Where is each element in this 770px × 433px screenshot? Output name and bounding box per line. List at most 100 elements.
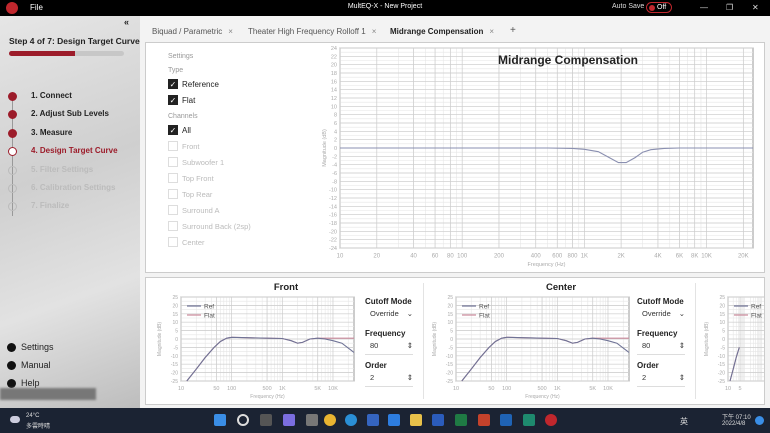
y-tick-label: 10	[719, 320, 725, 326]
autosave-toggle[interactable]: Off	[646, 2, 672, 13]
y-tick-label: 24	[331, 46, 337, 52]
tab-midrange-compensation[interactable]: Midrange Compensation ×	[390, 27, 495, 36]
sidebar-link-manual[interactable]: Manual	[7, 356, 54, 374]
checkbox-front[interactable]: Front	[168, 138, 251, 154]
y-tick-label: 2	[334, 138, 337, 144]
checkbox-box[interactable]	[168, 205, 178, 215]
close-tab-icon[interactable]: ×	[489, 27, 495, 36]
y-tick-label: 10	[331, 104, 337, 110]
word-icon[interactable]	[432, 414, 444, 426]
checkbox-box[interactable]: ✓	[168, 95, 178, 105]
step-4[interactable]: 4. Design Target Curve	[0, 145, 118, 163]
checkbox-label: Surround Back (2sp)	[182, 221, 251, 231]
checkbox-surround-back-2sp-[interactable]: Surround Back (2sp)	[168, 218, 251, 234]
ime-indicator[interactable]: 英	[680, 417, 688, 426]
front-controls: Cutoff Mode Override ⌄ Frequency 80 ⇕ Orde…	[365, 297, 413, 393]
add-tab-button[interactable]: +	[510, 25, 516, 36]
checkbox-label: Top Rear	[182, 189, 213, 199]
x-tick-label: 600	[552, 254, 563, 260]
step-6[interactable]: 6. Calibration Settings	[0, 182, 118, 200]
help-icon	[7, 378, 16, 388]
clock-time[interactable]: 下午 07:10	[722, 415, 751, 421]
y-tick-label: -4	[332, 163, 337, 169]
y-tick-label: -10	[329, 188, 337, 194]
step-progress-bar	[9, 51, 124, 56]
y-axis-label: Magnitude (dB)	[157, 322, 163, 357]
frequency-stepper[interactable]: 80 ⇕	[365, 341, 413, 355]
y-tick-label: 0	[334, 146, 337, 152]
x-tick-label: 10	[453, 386, 459, 392]
step-label: 2. Adjust Sub Levels	[31, 109, 109, 119]
checkbox-label: Flat	[182, 95, 196, 105]
cutoff-mode-label: Cutoff Mode	[637, 297, 684, 306]
powerpoint-icon[interactable]	[478, 414, 490, 426]
checkbox-box[interactable]	[168, 237, 178, 247]
multeq-x-icon[interactable]	[545, 414, 557, 426]
checkbox-surround-a[interactable]: Surround A	[168, 202, 251, 218]
tab-biquad[interactable]: Biquad / Parametric ×	[152, 27, 233, 36]
edge-icon[interactable]	[345, 414, 357, 426]
order-stepper[interactable]: 2 ⇕	[637, 373, 685, 387]
checkbox-box[interactable]	[168, 189, 178, 199]
notification-icon[interactable]	[755, 416, 764, 425]
chevron-down-icon: ⌄	[406, 309, 413, 318]
task-view-icon[interactable]	[260, 414, 272, 426]
y-tick-label: -5	[174, 345, 179, 351]
cutoff-mode-select[interactable]: Override ⌄	[637, 309, 685, 323]
store-icon[interactable]	[388, 414, 400, 426]
checkbox-reference[interactable]: ✓ Reference	[168, 76, 251, 92]
excel-icon[interactable]	[455, 414, 467, 426]
teams-icon[interactable]	[523, 414, 535, 426]
checkbox-all[interactable]: ✓ All	[168, 122, 251, 138]
file-menu[interactable]: File	[30, 3, 43, 12]
file-explorer-icon[interactable]	[410, 414, 422, 426]
x-tick-label: 50	[213, 386, 219, 392]
checkbox-top-front[interactable]: Top Front	[168, 170, 251, 186]
search-icon[interactable]	[237, 414, 249, 426]
y-tick-label: 18	[331, 71, 337, 77]
start-icon[interactable]	[214, 414, 226, 426]
step-5[interactable]: 5. Filter Settings	[0, 164, 118, 182]
frequency-stepper[interactable]: 80 ⇕	[637, 341, 685, 355]
divider	[695, 283, 696, 399]
app-icon[interactable]	[367, 414, 379, 426]
collapse-sidebar-button[interactable]: «	[124, 17, 130, 27]
spinner-icon: ⇕	[678, 373, 685, 382]
center-controls: Cutoff Mode Override ⌄ Frequency 80 ⇕ Orde…	[637, 297, 685, 393]
order-stepper[interactable]: 2 ⇕	[365, 373, 413, 387]
cutoff-mode-select[interactable]: Override ⌄	[365, 309, 413, 323]
step-2[interactable]: 2. Adjust Sub Levels	[0, 108, 118, 126]
minimize-button[interactable]: —	[700, 3, 708, 12]
close-tab-icon[interactable]: ×	[228, 27, 233, 36]
step-3[interactable]: 3. Measure	[0, 127, 118, 145]
close-tab-icon[interactable]: ×	[371, 27, 377, 36]
checkbox-subwoofer-1[interactable]: Subwoofer 1	[168, 154, 251, 170]
sidebar-link-help[interactable]: Help	[7, 374, 54, 392]
maximize-button[interactable]: ❐	[726, 3, 734, 12]
x-tick-label: 1K	[279, 386, 286, 392]
checkbox-box[interactable]: ✓	[168, 79, 178, 89]
settings-app-icon[interactable]	[306, 414, 318, 426]
step-1[interactable]: 1. Connect	[0, 90, 118, 108]
checkbox-top-rear[interactable]: Top Rear	[168, 186, 251, 202]
x-tick-label: 10K	[603, 386, 613, 392]
clock-date[interactable]: 2022/4/8	[722, 421, 746, 427]
checkbox-box[interactable]	[168, 157, 178, 167]
checkbox-box[interactable]: ✓	[168, 125, 178, 135]
outlook-icon[interactable]	[500, 414, 512, 426]
sidebar-link-settings[interactable]: Settings	[7, 338, 54, 356]
x-tick-label: 6K	[676, 254, 683, 260]
checkbox-box[interactable]	[168, 221, 178, 231]
link-label: Settings	[21, 342, 54, 352]
spinner-icon: ⇕	[406, 373, 413, 382]
step-label: 4. Design Target Curve	[31, 146, 118, 156]
checkbox-box[interactable]	[168, 173, 178, 183]
checkbox-box[interactable]	[168, 141, 178, 151]
step-7[interactable]: 7. Finalize	[0, 200, 118, 218]
chat-icon[interactable]	[283, 414, 295, 426]
tab-theater-hf-rolloff[interactable]: Theater High Frequency Rolloff 1 ×	[248, 27, 377, 36]
chrome-icon[interactable]	[324, 414, 336, 426]
checkbox-center[interactable]: Center	[168, 234, 251, 250]
close-button[interactable]: ✕	[752, 3, 759, 12]
checkbox-flat[interactable]: ✓ Flat	[168, 92, 251, 108]
